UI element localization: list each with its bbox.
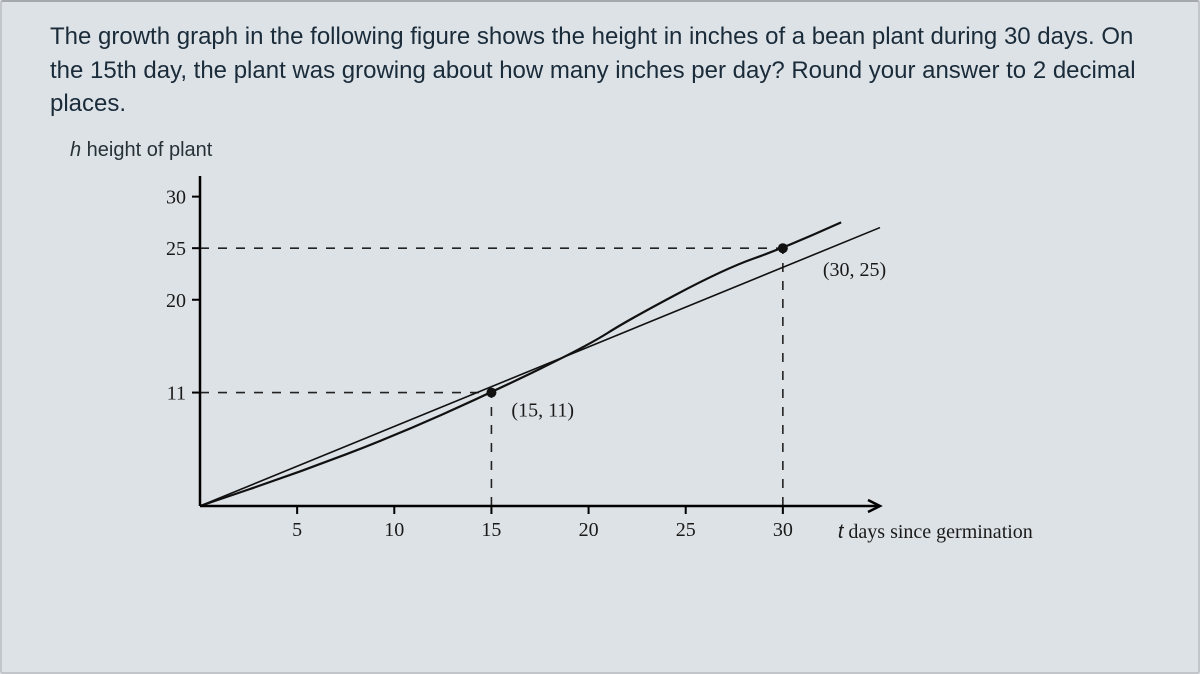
y-tick-label: 30	[166, 186, 186, 208]
x-tick-label: 5	[292, 519, 302, 541]
y-var: h	[70, 139, 81, 161]
point-label: (30, 25)	[823, 259, 886, 281]
y-tick-label: 11	[167, 382, 186, 404]
chart-svg: 30 25 20 11 5 10 15 20 25 30 (15, 11) (30, 25) t day…	[120, 166, 1120, 586]
data-point	[486, 387, 496, 397]
y-text: height of plant	[81, 139, 212, 161]
x-tick-label: 25	[676, 519, 696, 541]
x-tick-label: 10	[384, 519, 404, 541]
x-axis-label: t days since germination	[838, 521, 1033, 543]
data-point	[778, 243, 788, 253]
point-label: (15, 11)	[511, 399, 574, 421]
x-tick-label: 30	[773, 519, 793, 541]
y-axis-label: h height of plant	[70, 139, 1150, 162]
x-tick-label: 20	[579, 519, 599, 541]
chart: 30 25 20 11 5 10 15 20 25 30 (15, 11) (30, 25) t day…	[120, 166, 1120, 586]
y-tick-label: 25	[166, 238, 186, 260]
page: The growth graph in the following figure…	[0, 0, 1200, 674]
x-tick-label: 15	[481, 519, 501, 541]
growth-curve	[200, 222, 841, 506]
y-tick-label: 20	[166, 290, 186, 312]
question-text: The growth graph in the following figure…	[50, 20, 1150, 121]
tangent-line	[200, 227, 880, 505]
